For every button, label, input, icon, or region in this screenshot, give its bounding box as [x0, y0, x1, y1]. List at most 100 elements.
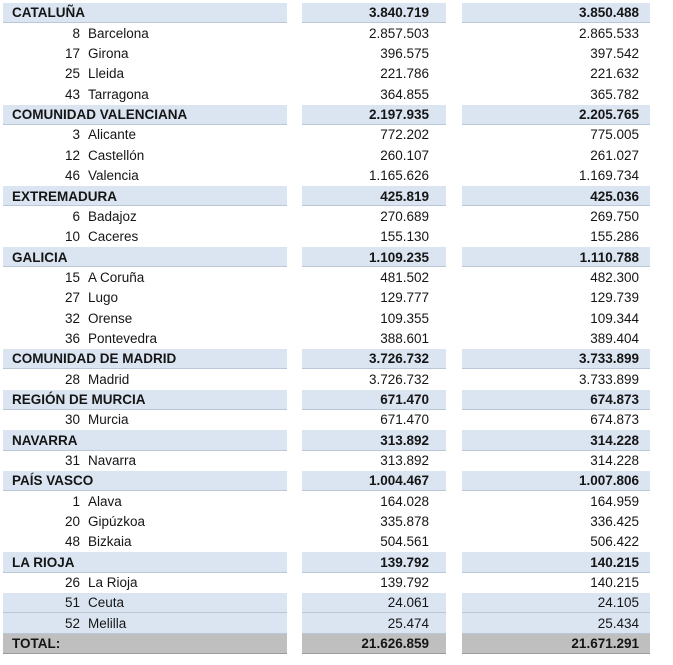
column-gap	[446, 532, 462, 552]
value-1-cell: 425.819	[302, 186, 446, 207]
value-1-cell: 3.840.719	[302, 3, 446, 24]
province-name: Bizkaia	[88, 534, 132, 550]
row-label-cell: REGIÓN DE MURCIA	[3, 389, 287, 410]
column-gap	[287, 247, 302, 267]
value-1-cell: 109.355	[380, 310, 429, 326]
column-gap	[287, 451, 302, 471]
value-2-cell: 674.873	[462, 389, 650, 410]
value-2-cell: 775.005	[590, 127, 639, 143]
value-1-cell: 671.470	[380, 412, 429, 428]
row-label-cell: 15 A Coruña	[3, 267, 287, 287]
province-name: Barcelona	[88, 25, 149, 41]
province-row: 27 Lugo 129.777 129.739	[3, 288, 650, 308]
column-gap	[287, 186, 302, 206]
province-code: 12	[64, 147, 80, 163]
value-1-cell: 313.892	[302, 430, 446, 451]
value-2-cell: 506.422	[590, 534, 639, 550]
column-gap	[446, 512, 462, 532]
value-1-cell: 1.109.235	[302, 247, 446, 268]
province-name: Murcia	[88, 412, 129, 428]
column-gap	[446, 64, 462, 84]
province-row: 46 Valencia 1.165.626 1.169.734	[3, 166, 650, 186]
column-gap	[287, 267, 302, 287]
province-name: Madrid	[88, 371, 130, 387]
province-row: 30 Murcia 671.470 674.873	[3, 410, 650, 430]
row-label-cell: 46 Valencia	[3, 166, 287, 186]
row-label-cell: COMUNIDAD VALENCIANA	[3, 104, 287, 126]
row-label-cell: 36 Pontevedra	[3, 329, 287, 349]
province-name: Pontevedra	[88, 330, 158, 346]
province-name: Valencia	[88, 168, 139, 184]
value-1-cell: 270.689	[380, 208, 429, 224]
column-gap	[446, 552, 462, 572]
value-1-cell: 260.107	[380, 147, 429, 163]
row-label-cell: 32 Orense	[3, 308, 287, 328]
province-row: 12 Castellón 260.107 261.027	[3, 145, 650, 165]
row-label-cell: COMUNIDAD DE MADRID	[3, 348, 287, 370]
province-code: 43	[64, 86, 80, 102]
province-name: Alicante	[88, 127, 137, 143]
value-2-cell: 365.782	[590, 86, 639, 102]
row-label-cell: 10 Caceres	[3, 227, 287, 247]
row-label-cell: 43 Tarragona	[3, 84, 287, 104]
value-1-cell: 221.786	[380, 66, 429, 82]
value-2-cell: 221.632	[590, 66, 639, 82]
province-code: 8	[72, 25, 80, 41]
column-gap	[446, 186, 462, 206]
province-code: 52	[64, 615, 80, 631]
row-label-cell: 17 Girona	[3, 44, 287, 64]
column-gap	[446, 145, 462, 165]
value-1-cell: 364.855	[380, 86, 429, 102]
column-gap	[287, 390, 302, 410]
province-code: 30	[64, 412, 80, 428]
value-2-cell: 2.205.765	[462, 104, 650, 126]
column-gap	[446, 23, 462, 43]
column-gap	[287, 125, 302, 145]
value-1-cell: 3.726.732	[302, 348, 446, 370]
column-gap	[446, 44, 462, 64]
value-1-cell: 335.878	[380, 514, 429, 530]
value-1-cell: 481.502	[380, 269, 429, 285]
population-table: CATALUÑA 3.840.719 3.850.488 8 Barcelona 2.85…	[3, 3, 650, 654]
province-row: 32 Orense 109.355 109.344	[3, 308, 650, 328]
column-gap	[446, 491, 462, 511]
province-name: Alava	[88, 493, 122, 509]
value-1-cell: 671.470	[302, 389, 446, 410]
column-gap	[287, 634, 302, 654]
value-2-cell: 674.873	[590, 412, 639, 428]
value-2-cell: 109.344	[590, 310, 639, 326]
column-gap	[287, 471, 302, 491]
province-row: 25 Lleida 221.786 221.632	[3, 64, 650, 84]
column-gap	[287, 105, 302, 125]
value-1-cell: 164.028	[380, 493, 429, 509]
value-1-cell: 504.561	[380, 534, 429, 550]
column-gap	[287, 430, 302, 450]
province-name: Ceuta	[88, 595, 125, 611]
column-gap	[446, 206, 462, 226]
value-2-cell: 269.750	[590, 208, 639, 224]
column-gap	[287, 410, 302, 430]
province-name: La Rioja	[88, 575, 138, 591]
region-row: COMUNIDAD VALENCIANA 2.197.935 2.205.765	[3, 104, 650, 126]
column-gap	[287, 512, 302, 532]
value-2-cell: 261.027	[590, 147, 639, 163]
province-name: Lugo	[88, 290, 119, 306]
province-code: 15	[64, 269, 80, 285]
row-label-cell: 1 Alava	[3, 491, 287, 511]
value-2-cell: 314.228	[462, 430, 650, 451]
column-gap	[287, 84, 302, 104]
row-label-cell: EXTREMADURA	[3, 186, 287, 207]
column-gap	[287, 552, 302, 572]
column-gap	[446, 247, 462, 267]
column-gap	[446, 308, 462, 328]
province-row: 36 Pontevedra 388.601 389.404	[3, 329, 650, 349]
value-2-cell: 21.671.291	[462, 633, 650, 654]
column-gap	[446, 471, 462, 491]
column-gap	[287, 329, 302, 349]
province-code: 28	[64, 371, 80, 387]
value-2-cell: 3.850.488	[462, 3, 650, 24]
value-2-cell: 140.215	[462, 552, 650, 573]
province-code: 26	[64, 575, 80, 591]
province-row: 48 Bizkaia 504.561 506.422	[3, 532, 650, 552]
row-label-cell: 31 Navarra	[3, 451, 287, 471]
